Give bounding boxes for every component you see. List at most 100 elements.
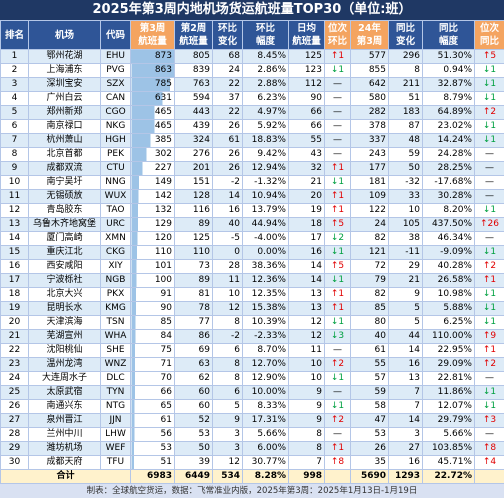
cell: 101 — [130, 259, 175, 274]
cell: 乌鲁木齐地窝堡 — [28, 217, 101, 232]
table-row: 7 杭州萧山 HGH 385 324 61 18.83% 55—337 48 14.24% ↓1 — [0, 133, 504, 148]
cell: 211 — [388, 77, 423, 92]
table-row: 19 昆明长水 KMG 90 78 12 15.38% 13 ↑1 85 5 5.88% ↓1 — [0, 301, 504, 316]
cell: — — [324, 119, 351, 134]
cell: 23 — [0, 357, 29, 372]
cell: 33 — [388, 189, 423, 204]
cell: ↓1 — [324, 63, 351, 78]
header-text: 环比 — [217, 23, 237, 34]
cell: 青岛胶东 — [28, 203, 101, 218]
cell: 16 — [288, 245, 325, 260]
cell: ↓1 — [474, 203, 504, 218]
cell: 西安咸阳 — [28, 259, 101, 274]
header-text: 变化 — [395, 36, 415, 47]
cell: 282 — [350, 105, 389, 120]
cell: 125 — [288, 49, 325, 64]
cell: ↓1 — [324, 273, 351, 288]
cell: 4 — [0, 91, 29, 106]
cell: 8 — [212, 371, 243, 386]
cell: 48 — [388, 133, 423, 148]
header-cell: 同比 幅度 — [422, 20, 475, 50]
cell: 4.97% — [242, 105, 289, 120]
cell: ↓2 — [324, 231, 351, 246]
cell: CAN — [100, 91, 131, 106]
cell: ↑2 — [324, 357, 351, 372]
cell: 44.94% — [242, 217, 289, 232]
cell: 南通兴东 — [28, 399, 101, 414]
cell: 10 — [212, 287, 243, 302]
cell: 40 — [212, 217, 243, 232]
cell: PVG — [100, 63, 131, 78]
cell: 32.87% — [422, 77, 475, 92]
cell: 594 — [174, 91, 213, 106]
cell: CGO — [100, 105, 131, 120]
table-row: 27 泉州晋江 JJN 61 52 9 17.31% 9 ↑2 47 14 29.79% ↑3 — [0, 413, 504, 428]
cell: ↑1 — [324, 441, 351, 456]
cell: 16 — [388, 357, 423, 372]
cell: 12.90% — [242, 371, 289, 386]
cell: 465 — [130, 105, 175, 120]
cell: 北京大兴 — [28, 287, 101, 302]
cell: — — [474, 147, 504, 162]
cell: 56 — [130, 427, 175, 442]
table: 排名 机场 代码 第3周 航班量 第2周 航班量 环比 变化 环比 幅度 日均 航班量 位次 环比 24年 第3… — [0, 20, 504, 484]
cell: 40 — [350, 329, 389, 344]
cell: ↓1 — [474, 91, 504, 106]
cell: 125 — [174, 231, 213, 246]
cell: 149 — [130, 175, 175, 190]
cell: ↑2 — [474, 357, 504, 372]
cell: SHE — [100, 343, 131, 358]
total-cell: 6983 — [130, 469, 175, 484]
cell: ↑2 — [324, 413, 351, 428]
cell: 9 — [388, 287, 423, 302]
cell: 72 — [350, 259, 389, 274]
table-body: 1 鄂州花湖 EHU 873 805 68 8.45% 125 ↑1 577 296 51.30% ↑5… — [0, 49, 504, 484]
table-row: 9 成都双流 CTU 227 201 26 12.94% 32 ↑1 177 50 28.25% — — [0, 161, 504, 176]
cell: 14 — [288, 259, 325, 274]
header-cell: 代码 — [100, 20, 131, 50]
cell: TSN — [100, 315, 131, 330]
cell: -1.32% — [242, 175, 289, 190]
cell: 芜湖宣州 — [28, 329, 101, 344]
cell: 9 — [0, 161, 29, 176]
cell: ↓1 — [474, 399, 504, 414]
cell: 温州龙湾 — [28, 357, 101, 372]
header-text: 环比 — [255, 23, 275, 34]
cell: WUX — [100, 189, 131, 204]
cell: DLC — [100, 371, 131, 386]
cell: 64.89% — [422, 105, 475, 120]
cell: 52 — [174, 413, 213, 428]
cell: — — [324, 343, 351, 358]
cell: 785 — [130, 77, 175, 92]
cell: -32 — [388, 175, 423, 190]
cell: 1 — [0, 49, 29, 64]
cell: ↑1 — [474, 343, 504, 358]
table-row: 6 南京禄口 NKG 465 439 26 5.92% 66—378 87 23.02% ↓1 — [0, 119, 504, 134]
cell: 129 — [130, 217, 175, 232]
cell: 89 — [174, 273, 213, 288]
cell: 5 — [388, 315, 423, 330]
cell: ↓1 — [324, 371, 351, 386]
cell: 16 — [388, 455, 423, 470]
cell: 26 — [212, 119, 243, 134]
cell: ↑3 — [474, 413, 504, 428]
cell: ↓1 — [324, 175, 351, 190]
table-row: 16 西安咸阳 XIY 101 73 28 38.36% 14 ↑5 72 29 40.28% ↑2 — [0, 259, 504, 274]
cell: 296 — [388, 49, 423, 64]
cell: 成都天府 — [28, 455, 101, 470]
cell: 30.28% — [422, 189, 475, 204]
cell: ↑26 — [474, 217, 504, 232]
header-text: 幅度 — [438, 36, 458, 47]
cell: 12 — [0, 203, 29, 218]
cell: ↑5 — [324, 259, 351, 274]
cell: 9 — [212, 413, 243, 428]
cell: NKG — [100, 119, 131, 134]
cell: -2 — [212, 329, 243, 344]
cell: 50 — [174, 441, 213, 456]
cell: 深圳宝安 — [28, 77, 101, 92]
cell: 120 — [130, 231, 175, 246]
table-row: 13 乌鲁木齐地窝堡 URC 129 89 40 44.94% 18 ↑5 24 105 437.50… — [0, 217, 504, 232]
cell: ↓1 — [474, 315, 504, 330]
cell: 太原武宿 — [28, 385, 101, 400]
